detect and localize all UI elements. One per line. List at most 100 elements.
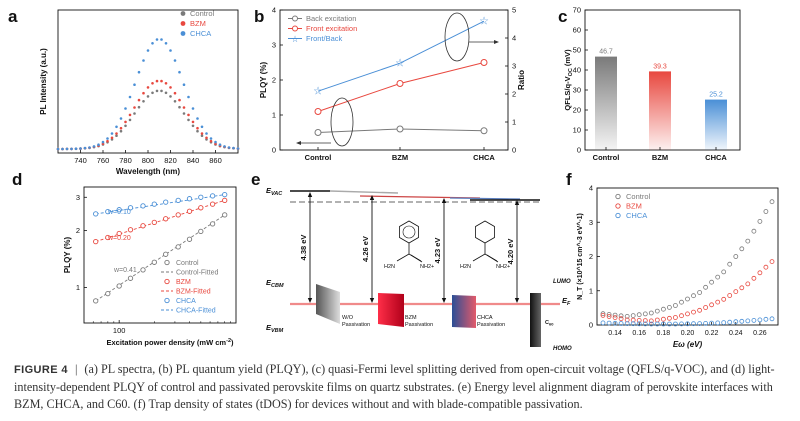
data-point xyxy=(715,274,721,280)
slope-annotation: w=0.10 xyxy=(107,209,131,216)
y2-axis-label: Ratio xyxy=(517,70,526,90)
vacuum-level xyxy=(449,197,521,200)
data-point xyxy=(636,317,642,323)
box-label-control: W/O xyxy=(342,315,354,321)
data-point xyxy=(137,98,141,102)
data-point xyxy=(127,275,134,281)
panel-label-d: d xyxy=(12,170,22,189)
data-point xyxy=(636,312,642,318)
y-tick-label: 1 xyxy=(76,283,80,292)
data-point xyxy=(396,80,404,87)
arrowhead-icon xyxy=(441,298,447,303)
data-point xyxy=(654,317,660,323)
data-point xyxy=(703,305,708,310)
data-point xyxy=(128,113,132,117)
data-point xyxy=(151,219,157,226)
data-point xyxy=(205,132,208,135)
data-point xyxy=(396,125,404,133)
bar-bzm xyxy=(649,71,671,150)
bar-value-label: 39.3 xyxy=(653,63,667,70)
data-point xyxy=(624,313,630,319)
data-point xyxy=(222,197,228,204)
data-point xyxy=(61,147,64,151)
data-point xyxy=(119,117,123,120)
legend-marker xyxy=(164,259,170,266)
data-point xyxy=(198,205,204,211)
y-axis-label: PLQY (%) xyxy=(259,62,268,99)
data-point xyxy=(654,321,660,327)
box-label-bzm: BZM xyxy=(405,315,417,321)
data-point xyxy=(667,321,672,327)
x-tick-label: 0.20 xyxy=(681,330,695,337)
x-axis-label: Wavelength (nm) xyxy=(116,167,180,176)
series-chca xyxy=(56,38,240,151)
x-tick-label: 0.18 xyxy=(657,330,671,337)
data-point xyxy=(56,147,60,151)
data-point xyxy=(200,132,204,135)
y2-tick-label: 3 xyxy=(512,62,516,71)
data-point xyxy=(155,79,159,83)
data-point xyxy=(679,299,684,305)
molecule-label: NH2+ xyxy=(420,264,434,270)
data-point xyxy=(630,313,636,319)
box-label-bzm: Passivation xyxy=(405,322,433,328)
y-axis-label: PL Intensity (a.u.) xyxy=(39,48,48,115)
data-point xyxy=(178,70,181,74)
series-chca xyxy=(600,316,775,327)
data-point xyxy=(127,227,134,233)
data-point xyxy=(191,120,195,124)
data-point xyxy=(606,311,612,317)
x-tick-label: 0.24 xyxy=(729,330,743,337)
panel-label-b: b xyxy=(254,7,264,26)
y2-tick-label: 5 xyxy=(512,6,516,15)
data-point xyxy=(715,320,721,326)
legend-marker xyxy=(180,31,186,36)
data-point xyxy=(133,83,136,86)
y-tick-label: 3 xyxy=(272,41,276,50)
molecule-label: H2N xyxy=(384,264,395,270)
data-point xyxy=(140,267,146,273)
data-point xyxy=(709,320,714,326)
data-point xyxy=(133,106,136,109)
data-point xyxy=(209,201,216,207)
x-tick-label: CHCA xyxy=(705,153,727,162)
legend-marker xyxy=(615,212,621,219)
data-point xyxy=(236,147,240,150)
data-point xyxy=(115,134,118,137)
legend-label: Control xyxy=(626,192,651,201)
data-point xyxy=(186,196,193,202)
data-point xyxy=(227,146,231,149)
data-point xyxy=(624,321,630,327)
x-tick-label: 0.14 xyxy=(608,330,622,337)
data-point xyxy=(703,284,708,290)
y-tick-label: 3 xyxy=(589,218,593,227)
data-point xyxy=(642,311,648,317)
data-point xyxy=(685,296,690,302)
data-point xyxy=(93,238,99,245)
data-point xyxy=(745,238,751,244)
arrowhead-icon xyxy=(514,298,520,303)
slope-annotation: w=0.20 xyxy=(107,235,131,242)
x-tick-label: 0.26 xyxy=(753,330,767,337)
y-tick-label: 0 xyxy=(589,321,593,330)
data-point xyxy=(198,228,204,235)
y-tick-label: 2 xyxy=(272,76,276,85)
data-point xyxy=(186,236,193,242)
y-tick-label: 0 xyxy=(272,146,276,155)
level-label-evac: EVAC xyxy=(266,186,283,197)
data-point xyxy=(606,314,612,319)
data-point xyxy=(667,304,672,310)
x-tick-label: 0.22 xyxy=(705,330,719,337)
data-point xyxy=(146,86,150,89)
data-point xyxy=(187,95,190,99)
legend-marker xyxy=(292,15,298,22)
energy-gap-label: 4.38 eV xyxy=(299,235,308,261)
data-point xyxy=(648,310,654,316)
y-axis-label: PLQY (%) xyxy=(63,237,72,274)
data-point xyxy=(196,126,199,130)
x-tick-label: 760 xyxy=(97,156,110,165)
arrowhead-icon xyxy=(296,141,301,145)
data-point xyxy=(200,134,204,137)
data-point xyxy=(151,259,157,265)
band-box-control xyxy=(316,284,340,324)
